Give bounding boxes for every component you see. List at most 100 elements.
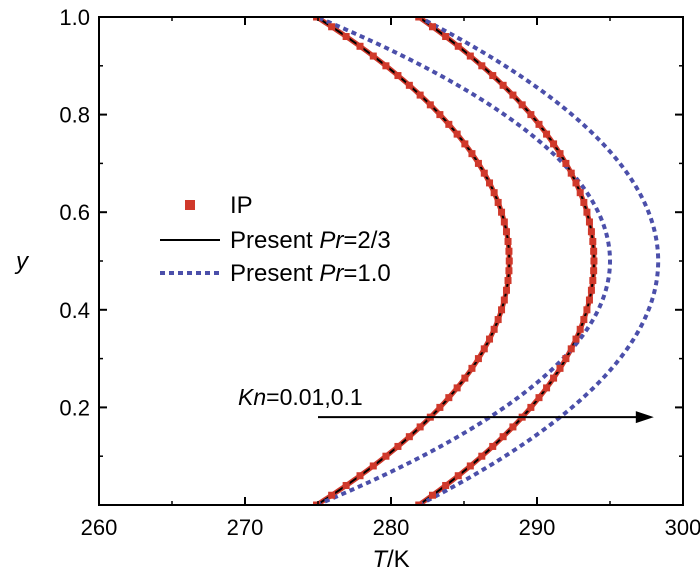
ip-marker-kn0.1	[572, 335, 580, 343]
ip-marker-kn0.01	[504, 277, 512, 285]
markers-layer	[313, 17, 598, 505]
ip-marker-kn0.01	[394, 442, 402, 450]
ip-marker-kn0.01	[445, 120, 453, 128]
ip-marker-kn0.01	[505, 257, 513, 265]
ip-marker-kn0.1	[576, 189, 584, 197]
ip-marker-kn0.1	[428, 23, 436, 31]
ip-marker-kn0.1	[576, 325, 584, 333]
ip-marker-kn0.01	[453, 130, 461, 138]
x-tick-label: 270	[227, 515, 264, 540]
ip-marker-kn0.1	[550, 374, 558, 382]
ip-marker-kn0.01	[468, 150, 476, 158]
y-tick-label: 0.4	[59, 298, 90, 323]
ip-marker-kn0.1	[509, 423, 517, 431]
ip-marker-kn0.01	[486, 335, 494, 343]
ip-marker-kn0.1	[589, 237, 597, 245]
ip-marker-kn0.01	[500, 218, 508, 226]
x-axis-label-unit: /K	[387, 546, 410, 573]
ip-marker-kn0.01	[505, 267, 513, 275]
ip-marker-kn0.1	[454, 472, 462, 480]
ip-marker-kn0.01	[486, 179, 494, 187]
ip-marker-kn0.01	[369, 462, 377, 470]
ip-marker-kn0.01	[369, 52, 377, 60]
ip-marker-kn0.1	[585, 218, 593, 226]
ip-marker-kn0.1	[587, 286, 595, 294]
kn-annotation: Kn=0.01,0.1	[238, 384, 654, 424]
ip-marker-kn0.01	[474, 355, 482, 363]
legend-label-pr10-prefix: Present	[230, 260, 319, 287]
ip-marker-kn0.01	[405, 81, 413, 89]
ip-marker-kn0.1	[428, 491, 436, 499]
legend-label-present-pr10: Present Pr=1.0	[230, 260, 391, 287]
legend-label-ip: IP	[230, 192, 253, 219]
ip-marker-kn0.1	[478, 62, 486, 70]
ip-marker-kn0.1	[466, 52, 474, 60]
y-tick-label: 0.6	[59, 200, 90, 225]
ip-marker-kn0.01	[502, 228, 510, 236]
ip-marker-kn0.01	[453, 384, 461, 392]
ip-marker-kn0.1	[454, 42, 462, 50]
legend-label-pr23-prefix: Present	[230, 227, 319, 254]
ip-marker-kn0.1	[589, 277, 597, 285]
ip-marker-kn0.01	[394, 72, 402, 80]
ip-marker-kn0.1	[587, 228, 595, 236]
ip-marker-kn0.01	[382, 452, 390, 460]
ip-marker-kn0.1	[518, 101, 526, 109]
ip-marker-kn0.01	[461, 374, 469, 382]
kn-annotation-label: Kn=0.01,0.1	[238, 384, 363, 410]
ip-marker-kn0.1	[478, 452, 486, 460]
ip-marker-kn0.1	[442, 33, 450, 41]
ip-marker-kn0.1	[590, 267, 598, 275]
ticks-layer: 260 270 280 290 300 0.2 0.4 0.6 0.8 1.0	[59, 5, 700, 540]
ip-marker-kn0.01	[502, 286, 510, 294]
ip-marker-kn0.01	[313, 501, 321, 505]
ip-marker-kn0.1	[556, 364, 564, 372]
kn-arrow-head	[635, 411, 654, 424]
ip-marker-kn0.01	[436, 111, 444, 119]
x-tick-label: 300	[665, 515, 700, 540]
ip-marker-kn0.1	[550, 140, 558, 148]
ip-marker-kn0.1	[590, 257, 598, 265]
ip-marker-kn0.1	[572, 179, 580, 187]
ip-marker-kn0.1	[535, 120, 543, 128]
kn-annotation-values: =0.01,0.1	[266, 384, 363, 410]
ip-marker-kn0.1	[509, 91, 517, 99]
ip-marker-kn0.1	[580, 316, 588, 324]
ip-marker-kn0.1	[543, 384, 551, 392]
ip-marker-kn0.01	[498, 306, 506, 314]
x-tick-label: 290	[519, 515, 556, 540]
ip-marker-kn0.01	[490, 189, 498, 197]
ip-marker-kn0.1	[562, 355, 570, 363]
ip-marker-kn0.01	[498, 208, 506, 216]
legend: IP Present Pr=2/3 Present Pr=1.0	[160, 192, 391, 287]
legend-label-pr23-symbol: Pr	[319, 227, 344, 254]
ip-marker-kn0.01	[328, 23, 336, 31]
ip-marker-kn0.1	[567, 345, 575, 353]
ip-marker-kn0.1	[583, 306, 591, 314]
legend-marker-ip	[185, 200, 195, 210]
ip-marker-kn0.1	[590, 247, 598, 255]
ip-marker-kn0.1	[415, 17, 423, 21]
ip-marker-kn0.01	[500, 296, 508, 304]
ip-marker-kn0.01	[505, 247, 513, 255]
ip-marker-kn0.1	[562, 159, 570, 167]
ip-marker-kn0.01	[342, 481, 350, 489]
x-tick-label: 260	[81, 515, 118, 540]
ip-marker-kn0.1	[585, 296, 593, 304]
ip-marker-kn0.1	[580, 198, 588, 206]
y-tick-label: 0.2	[59, 395, 90, 420]
ip-marker-kn0.1	[535, 394, 543, 402]
ip-marker-kn0.1	[567, 169, 575, 177]
ip-marker-kn0.01	[474, 159, 482, 167]
ip-marker-kn0.01	[405, 433, 413, 441]
series-line-present-pr10-kn0.1	[417, 17, 661, 505]
series-line-present-pr10-kn0.01	[315, 17, 613, 505]
ip-marker-kn0.01	[436, 403, 444, 411]
ip-marker-kn0.1	[499, 81, 507, 89]
ip-marker-kn0.01	[504, 237, 512, 245]
kn-annotation-symbol: Kn	[238, 384, 266, 410]
ip-marker-kn0.1	[466, 462, 474, 470]
legend-label-pr10-symbol: Pr	[319, 260, 344, 287]
y-tick-label: 1.0	[59, 5, 90, 30]
ip-marker-kn0.1	[527, 403, 535, 411]
